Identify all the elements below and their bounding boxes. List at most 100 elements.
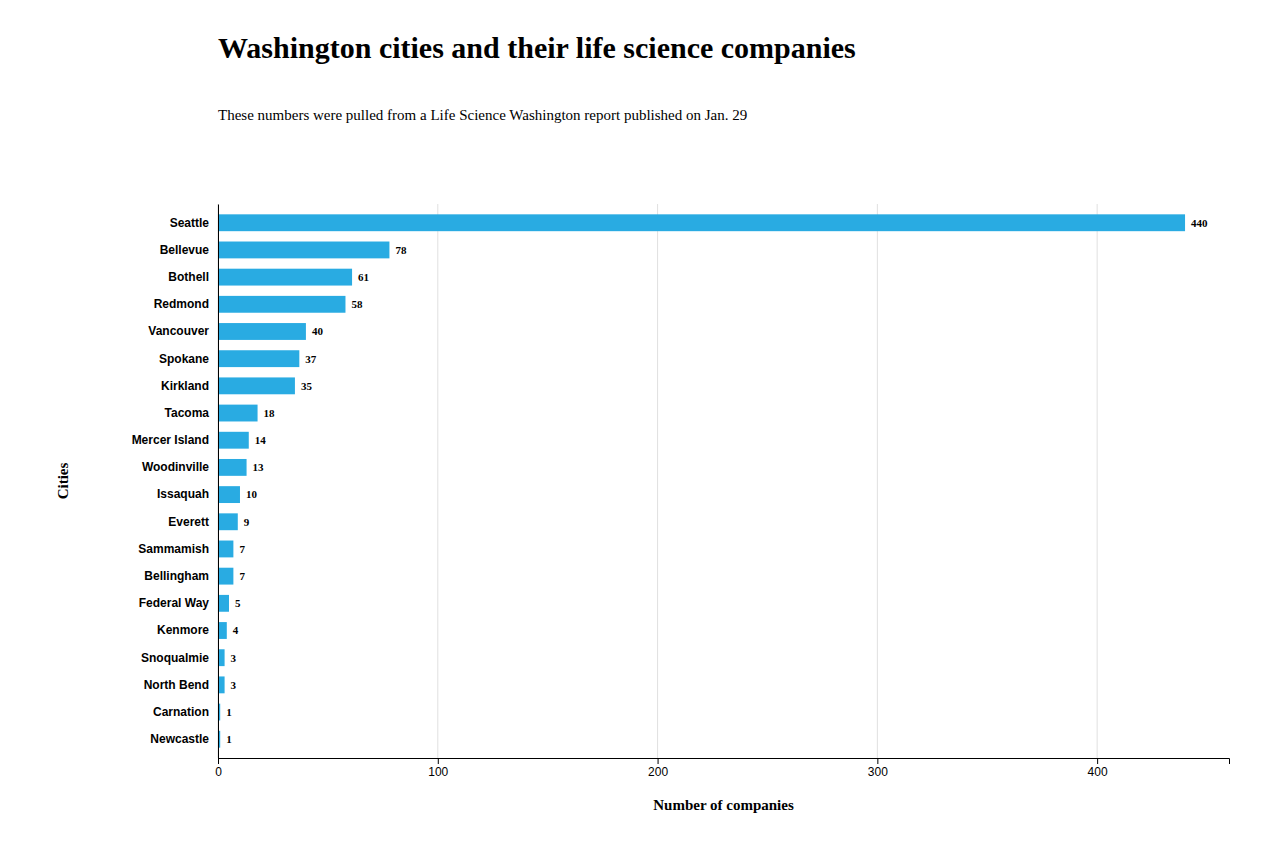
data-label: 5 [235, 597, 241, 609]
tick-mark [218, 758, 219, 764]
tick: 400 [1088, 758, 1108, 779]
bar [218, 568, 233, 585]
tick: Redmond [154, 297, 218, 311]
data-label: 13 [253, 461, 265, 473]
data-label: 18 [264, 407, 276, 419]
tick: Sammamish [138, 542, 218, 556]
tick-label: 300 [868, 765, 888, 779]
data-label: 1 [226, 733, 232, 745]
bar [218, 432, 249, 449]
bar [218, 541, 233, 558]
tick-label: Snoqualmie [141, 651, 209, 665]
tick: Newcastle [150, 732, 218, 746]
data-label: 78 [395, 244, 407, 256]
grid-line [218, 204, 219, 758]
tick: Kirkland [161, 379, 218, 393]
tick-label: Spokane [159, 352, 209, 366]
bar [218, 377, 295, 394]
data-label: 7 [239, 543, 245, 555]
tick-label: Vancouver [148, 324, 209, 338]
axis-line [218, 205, 219, 759]
x-axis: 0 100 200 300 400 [215, 758, 1229, 779]
tick: 300 [868, 758, 888, 779]
tick: Tacoma [165, 406, 218, 420]
tick: Seattle [170, 216, 218, 230]
data-label: 10 [246, 488, 258, 500]
bar [218, 242, 389, 259]
tick-label: Redmond [154, 297, 209, 311]
tick: 200 [648, 758, 668, 779]
chart-container: Washington cities and their life science… [0, 0, 1280, 852]
tick: Bellingham [144, 569, 218, 583]
data-label: 3 [231, 652, 237, 664]
grid-line [1097, 204, 1098, 758]
tick: 100 [428, 758, 448, 779]
tick-label: Federal Way [139, 596, 210, 610]
plot: 4407861584037351814131097754331101002003… [55, 204, 1230, 813]
bar [218, 214, 1185, 231]
tick-mark [1097, 758, 1098, 764]
tick-label: 400 [1088, 765, 1108, 779]
bar [218, 405, 258, 422]
data-label: 440 [1191, 217, 1208, 229]
y-axis: Seattle Bellevue Bothell Redmond Vancouver Sp… [132, 205, 219, 759]
y-axis-title: Cities [55, 463, 71, 500]
grid-line [877, 204, 878, 758]
tick-label: Woodinville [142, 460, 209, 474]
tick: Issaquah [157, 487, 218, 501]
bar [218, 513, 238, 530]
tick: Federal Way [139, 596, 218, 610]
data-label: 3 [231, 679, 237, 691]
bar [218, 296, 345, 313]
chart-svg: Washington cities and their life science… [0, 0, 1280, 852]
data-label: 35 [301, 380, 313, 392]
bars [218, 214, 1185, 747]
tick: Carnation [153, 705, 218, 719]
tick-label: Bothell [168, 270, 209, 284]
bar [218, 323, 306, 340]
data-label: 58 [351, 298, 363, 310]
tick: Woodinville [142, 460, 218, 474]
tick-label: Carnation [153, 705, 209, 719]
tick-label: 100 [428, 765, 448, 779]
tick-label: North Bend [144, 678, 209, 692]
tick-label: Newcastle [150, 732, 209, 746]
grid [218, 204, 1097, 758]
bar [218, 269, 352, 286]
bar [218, 622, 227, 639]
tick: Everett [168, 515, 218, 529]
tick-mark [438, 758, 439, 764]
data-label: 37 [305, 353, 317, 365]
grid-line [437, 204, 438, 758]
tick: North Bend [144, 678, 218, 692]
tick: Vancouver [148, 324, 218, 338]
title: Washington cities and their life science… [218, 31, 856, 64]
data-label: 7 [239, 570, 245, 582]
bar [218, 459, 247, 476]
tick: Snoqualmie [141, 651, 218, 665]
tick-label: 0 [215, 765, 222, 779]
tick: 0 [215, 758, 222, 779]
tick-mark [877, 758, 878, 764]
tick-label: Kenmore [157, 623, 209, 637]
subtitle: These numbers were pulled from a Life Sc… [218, 107, 747, 123]
tick-label: Bellingham [144, 569, 209, 583]
data-label: 14 [255, 434, 267, 446]
bar [218, 486, 240, 503]
data-label: 4 [233, 624, 239, 636]
tick-label: Everett [168, 515, 209, 529]
tick: Kenmore [157, 623, 218, 637]
tick-label: 200 [648, 765, 668, 779]
tick-label: Seattle [170, 216, 210, 230]
data-label: 1 [226, 706, 232, 718]
tick: Spokane [159, 352, 218, 366]
tick: Bellevue [160, 243, 218, 257]
tick-mark [658, 758, 659, 764]
data-label: 9 [244, 516, 250, 528]
data-label: 61 [358, 271, 369, 283]
tick-label: Tacoma [165, 406, 210, 420]
bar [218, 595, 229, 612]
axis-line [219, 759, 1230, 765]
tick: Mercer Island [132, 433, 218, 447]
tick-label: Mercer Island [132, 433, 209, 447]
